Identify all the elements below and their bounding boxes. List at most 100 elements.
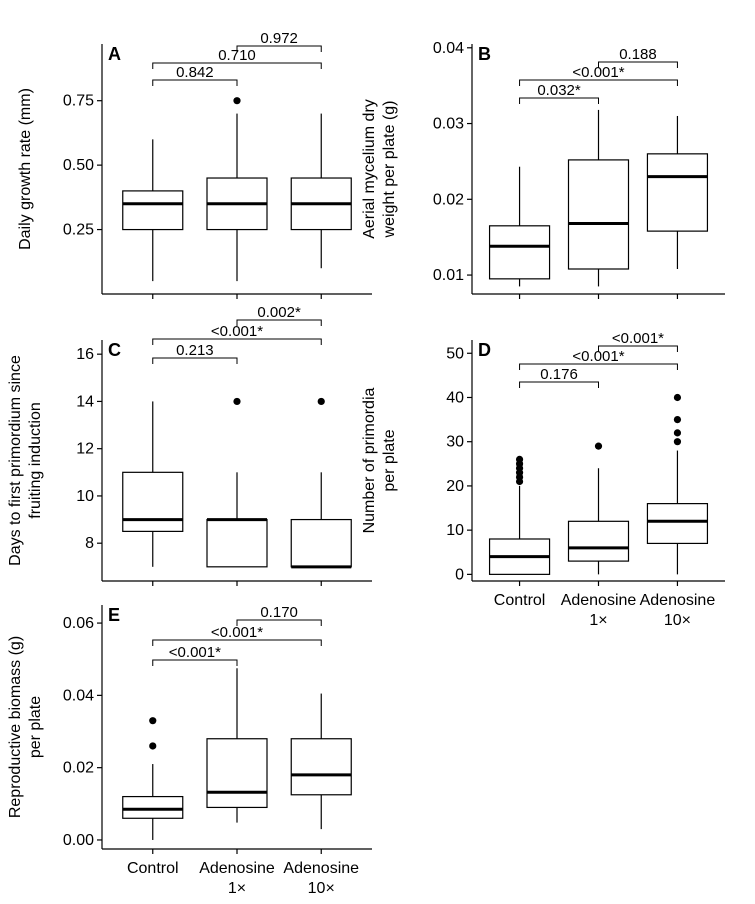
outlier-point [149, 742, 157, 750]
box [206, 738, 268, 809]
box [122, 471, 184, 532]
box [567, 520, 630, 562]
outlier-point [233, 397, 241, 406]
outlier-point [149, 717, 157, 725]
box [122, 795, 184, 819]
y-axis-label: per plate [381, 429, 398, 491]
y-tick-label: 0.02 [63, 760, 94, 777]
panel-e: E 0.00 0.02 0.04 0.06 Control Adenosine 1× Adeno… [7, 604, 372, 897]
significance-bracket [519, 363, 678, 370]
y-axis-label: Reproductive biomass (g) [7, 636, 24, 818]
significance-bracket [152, 659, 238, 666]
box [646, 153, 709, 232]
x-tick-label: Adenosine [640, 592, 716, 609]
y-axis-label: weight per plate (g) [381, 101, 398, 239]
y-axis-label: Daily growth rate (mm) [17, 88, 34, 250]
y-tick-label: 0.04 [433, 40, 464, 57]
panel-a: A 0.25 0.50 0.75 Daily growth rate (mm) 0.842… [17, 30, 372, 299]
significance-bracket [152, 338, 322, 345]
x-tick-label: 10× [664, 612, 691, 629]
x-tick-label: Adenosine [283, 860, 359, 877]
y-tick-label: 0 [455, 566, 464, 583]
panel-b: B 0.01 0.02 0.03 0.04 Aerial mycelium dry weig… [361, 40, 725, 299]
panel-c: C 8 10 12 14 16 Days to first primordium since… [7, 304, 372, 586]
p-value-label: 0.972 [260, 30, 298, 47]
significance-bracket [519, 381, 599, 388]
y-tick-label: 0.25 [63, 222, 94, 239]
y-tick-label: 0.00 [63, 832, 94, 849]
x-tick-label: 10× [308, 880, 335, 897]
outlier-point [515, 455, 524, 463]
y-tick-label: 0.02 [433, 191, 464, 208]
y-tick-label: 0.50 [63, 157, 94, 174]
panel-letter: D [478, 340, 491, 360]
y-tick-label: 0.06 [63, 615, 94, 632]
p-value-label: <0.001* [169, 644, 221, 661]
y-tick-label: 50 [446, 345, 464, 362]
significance-bracket [236, 619, 322, 626]
significance-bracket [519, 79, 678, 86]
significance-bracket [236, 45, 322, 52]
significance-bracket [236, 319, 322, 326]
panel-d: D 0 10 20 30 40 50 Control Adenosine 1× Adenosine 1… [361, 330, 725, 629]
panel-letter: B [478, 44, 491, 64]
y-tick-label: 40 [446, 389, 464, 406]
p-value-label: 0.176 [540, 366, 578, 383]
y-axis-label: Number of primordia [361, 387, 378, 533]
outlier-point [673, 438, 682, 446]
p-value-label: 0.170 [260, 604, 298, 621]
x-tick-label: 1× [228, 880, 246, 897]
y-tick-label: 10 [446, 522, 464, 539]
y-tick-label: 0.75 [63, 93, 94, 110]
outlier-point [673, 393, 682, 402]
panel-letter: C [108, 340, 121, 360]
box [206, 518, 268, 568]
outlier-point [673, 415, 682, 424]
p-value-label: <0.001* [211, 323, 263, 340]
y-axis-label: per plate [27, 696, 44, 758]
box [122, 190, 184, 231]
y-tick-label: 10 [76, 488, 94, 505]
box [646, 503, 709, 545]
x-tick-label: Control [127, 860, 179, 877]
x-tick-label: Adenosine [199, 860, 275, 877]
significance-bracket [152, 639, 322, 646]
y-tick-label: 30 [446, 434, 464, 451]
p-value-label: 0.188 [619, 46, 657, 63]
panel-letter: E [108, 605, 120, 625]
significance-bracket [519, 97, 599, 104]
box [488, 225, 551, 280]
significance-bracket [152, 357, 238, 364]
y-axis-label: Days to first primordium since [7, 355, 24, 566]
p-value-label: <0.001* [612, 330, 664, 347]
y-axis-label: Aerial mycelium dry [361, 99, 378, 239]
significance-bracket [598, 61, 678, 68]
p-value-label: <0.001* [572, 64, 624, 81]
outlier-point [594, 442, 603, 450]
significance-bracket [598, 345, 678, 352]
y-tick-label: 0.01 [433, 267, 464, 284]
y-tick-label: 14 [76, 393, 94, 410]
y-tick-label: 12 [76, 441, 94, 458]
box [290, 518, 352, 568]
p-value-label: 0.032* [537, 82, 581, 99]
y-axis-label: fruiting induction [27, 402, 44, 519]
outlier-point [317, 397, 325, 406]
x-tick-label: Adenosine [561, 592, 637, 609]
p-value-label: <0.001* [572, 348, 624, 365]
x-tick-label: 1× [589, 612, 607, 629]
outlier-point [673, 429, 682, 437]
y-tick-label: 20 [446, 478, 464, 495]
y-tick-label: 16 [76, 346, 94, 363]
p-value-label: 0.213 [176, 342, 214, 359]
p-value-label: 0.842 [176, 64, 214, 81]
x-tick-label: Control [494, 592, 546, 609]
box [567, 159, 630, 270]
p-value-label: 0.710 [218, 47, 256, 64]
y-tick-label: 0.04 [63, 687, 94, 704]
p-value-label: 0.002* [257, 304, 301, 321]
y-tick-label: 8 [85, 535, 94, 552]
significance-bracket [152, 79, 238, 86]
box [290, 738, 352, 796]
